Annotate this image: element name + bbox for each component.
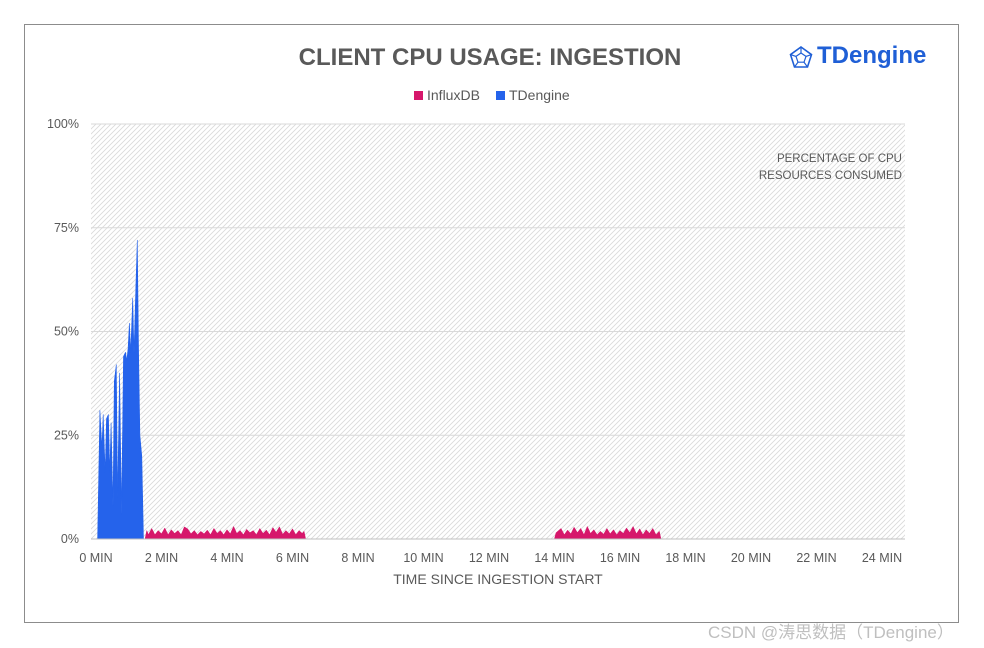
x-tick-label: 8 MIN: [341, 551, 374, 565]
annotation-line-2: RESOURCES CONSUMED: [759, 170, 902, 182]
chart-title: CLIENT CPU USAGE: INGESTION: [299, 44, 682, 71]
chart-frame: CLIENT CPU USAGE: INGESTION TDengine Inf…: [24, 24, 959, 623]
gridlines: [91, 123, 905, 436]
legend-label-influxdb: InfluxDB: [427, 87, 480, 103]
series-layer: [97, 239, 662, 540]
y-tick-label: 75%: [54, 221, 79, 235]
x-tick-label: 12 MIN: [469, 551, 509, 565]
x-tick-label: 24 MIN: [862, 551, 902, 565]
y-tick-label: 25%: [54, 428, 79, 442]
y-tick-label: 50%: [54, 325, 79, 339]
x-tick-label: 18 MIN: [665, 551, 705, 565]
x-tick-label: 4 MIN: [210, 551, 243, 565]
legend-label-tdengine: TDengine: [509, 87, 570, 103]
x-tick-label: 14 MIN: [534, 551, 574, 565]
brand-logo: TDengine: [789, 42, 926, 69]
legend-swatch-tdengine: [496, 91, 505, 100]
x-tick-label: 0 MIN: [79, 551, 112, 565]
series-area-tdengine: [97, 239, 144, 540]
x-tick-label: 2 MIN: [145, 551, 178, 565]
x-tick-label: 22 MIN: [796, 551, 836, 565]
tdengine-logo-icon: [789, 46, 813, 68]
x-axis-title: TIME SINCE INGESTION START: [393, 571, 603, 587]
y-tick-labels: 0% 25% 50% 75% 100%: [47, 117, 79, 546]
legend: InfluxDB TDengine: [414, 87, 570, 103]
annotation-line-1: PERCENTAGE OF CPU: [777, 153, 902, 165]
x-tick-label: 16 MIN: [600, 551, 640, 565]
x-tick-label: 20 MIN: [731, 551, 771, 565]
y-tick-label: 100%: [47, 117, 79, 131]
series-area-influxdb: [144, 526, 662, 540]
x-tick-labels: 0 MIN 2 MIN 4 MIN 6 MIN 8 MIN 10 MIN 12 MIN 14 …: [79, 551, 902, 565]
chart-svg: CLIENT CPU USAGE: INGESTION TDengine Inf…: [47, 42, 926, 587]
watermark: CSDN @涛思数据（TDengine）: [708, 623, 954, 642]
legend-swatch-influxdb: [414, 91, 423, 100]
x-tick-label: 10 MIN: [403, 551, 443, 565]
x-tick-label: 6 MIN: [276, 551, 309, 565]
brand-name: TDengine: [817, 42, 926, 69]
y-tick-label: 0%: [61, 532, 79, 546]
